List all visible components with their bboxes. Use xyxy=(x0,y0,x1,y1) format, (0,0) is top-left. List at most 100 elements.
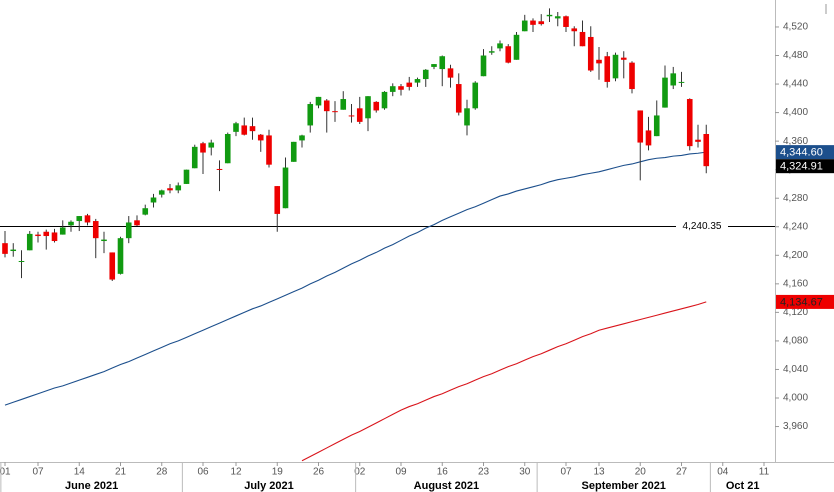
candle-body xyxy=(662,77,668,108)
candle-body xyxy=(497,43,503,49)
y-tick-label: 4,480 xyxy=(783,50,808,61)
y-tick-label: 4,360 xyxy=(783,136,808,147)
candle-body xyxy=(59,227,66,235)
candle-body xyxy=(554,16,561,19)
x-tick-label: 07 xyxy=(32,467,44,478)
candle-body xyxy=(241,125,248,135)
candle-body xyxy=(216,168,223,170)
candle-body xyxy=(68,221,74,226)
candle-body xyxy=(596,59,602,64)
candle-body xyxy=(398,86,404,90)
candle-body xyxy=(505,46,512,63)
candle-body xyxy=(488,51,495,53)
candle-body xyxy=(686,99,693,147)
candle-body xyxy=(422,69,429,80)
candle-body xyxy=(670,73,677,86)
x-tick-label: 23 xyxy=(478,467,490,478)
month-label: July 2021 xyxy=(244,480,294,492)
candle-body xyxy=(695,139,701,142)
candle-body xyxy=(579,31,586,47)
x-tick-label: 02 xyxy=(354,467,366,478)
x-tick-label: 07 xyxy=(560,467,572,478)
candle-body xyxy=(571,28,578,32)
candle-body xyxy=(563,16,569,27)
x-tick-label: 04 xyxy=(717,467,729,478)
candle-body xyxy=(480,55,487,77)
candle-body xyxy=(389,86,396,92)
candle-body xyxy=(134,220,140,226)
x-tick-label: 26 xyxy=(313,467,325,478)
candle-body xyxy=(249,126,256,132)
candle-body xyxy=(26,233,33,251)
month-label: Oct 21 xyxy=(726,480,760,492)
candle-body xyxy=(356,108,363,122)
candle-body xyxy=(645,130,652,146)
candle-body xyxy=(637,110,644,143)
y-tick-label: 4,120 xyxy=(783,307,808,318)
candle-body xyxy=(274,186,281,214)
candle-body xyxy=(76,216,83,222)
candle-body xyxy=(125,222,132,239)
candle-body xyxy=(84,215,91,223)
candle-body xyxy=(43,231,50,237)
candle-body xyxy=(455,84,462,113)
candle-body xyxy=(629,62,635,90)
y-tick-label: 4,440 xyxy=(783,79,808,90)
candle-body xyxy=(678,81,685,83)
x-tick-label: 20 xyxy=(635,467,647,478)
candle-body xyxy=(167,188,173,191)
plot-area xyxy=(0,8,775,462)
candle-body xyxy=(35,234,41,237)
candle-body xyxy=(373,101,380,111)
candle-body xyxy=(92,221,99,239)
y-tick-label: 4,240 xyxy=(783,221,808,232)
candle-body xyxy=(117,238,124,274)
candle-body xyxy=(18,261,25,263)
month-label: August 2021 xyxy=(414,480,479,492)
y-tick-label: 4,160 xyxy=(783,278,808,289)
candle-body xyxy=(266,135,272,165)
candle-body xyxy=(183,169,190,184)
candle-body xyxy=(340,99,347,110)
candle-body xyxy=(414,79,421,83)
candle-body xyxy=(158,190,165,195)
x-tick-label: 28 xyxy=(156,467,168,478)
x-tick-label: 06 xyxy=(197,467,209,478)
moving-average-line xyxy=(301,301,707,462)
candle-body xyxy=(224,133,231,164)
month-label: September 2021 xyxy=(582,480,666,492)
candle-body xyxy=(332,111,338,113)
price-tag-label: 4,134.67 xyxy=(780,296,823,308)
candle-body xyxy=(290,141,297,162)
candle-body xyxy=(604,56,611,82)
hline-label: 4,240.35 xyxy=(683,221,722,232)
x-tick-label: 21 xyxy=(115,467,127,478)
candle-body xyxy=(530,20,536,25)
candle-body xyxy=(612,54,619,79)
y-tick-label: 4,400 xyxy=(783,107,808,118)
y-tick-label: 4,000 xyxy=(783,393,808,404)
candle-body xyxy=(538,21,545,25)
candle-body xyxy=(348,115,355,117)
y-tick-label: 4,080 xyxy=(783,336,808,347)
candle-body xyxy=(299,135,305,141)
y-tick-label: 3,960 xyxy=(783,421,808,432)
candle-body xyxy=(101,239,107,242)
price-tag xyxy=(776,159,834,174)
price-tag-label: 4,324.91 xyxy=(780,161,823,173)
price-tag xyxy=(776,294,834,309)
candle-body xyxy=(464,108,470,126)
candle-body xyxy=(521,20,528,32)
candle-body xyxy=(323,100,330,112)
candle-body xyxy=(175,185,182,191)
candle-body xyxy=(51,232,58,242)
candle-body xyxy=(546,14,553,17)
candle-body xyxy=(150,197,157,203)
x-tick-label: 09 xyxy=(395,467,407,478)
x-tick-label: 27 xyxy=(676,467,688,478)
x-tick-label: 19 xyxy=(272,467,284,478)
candle-body xyxy=(2,243,8,254)
candle-body xyxy=(282,167,289,209)
